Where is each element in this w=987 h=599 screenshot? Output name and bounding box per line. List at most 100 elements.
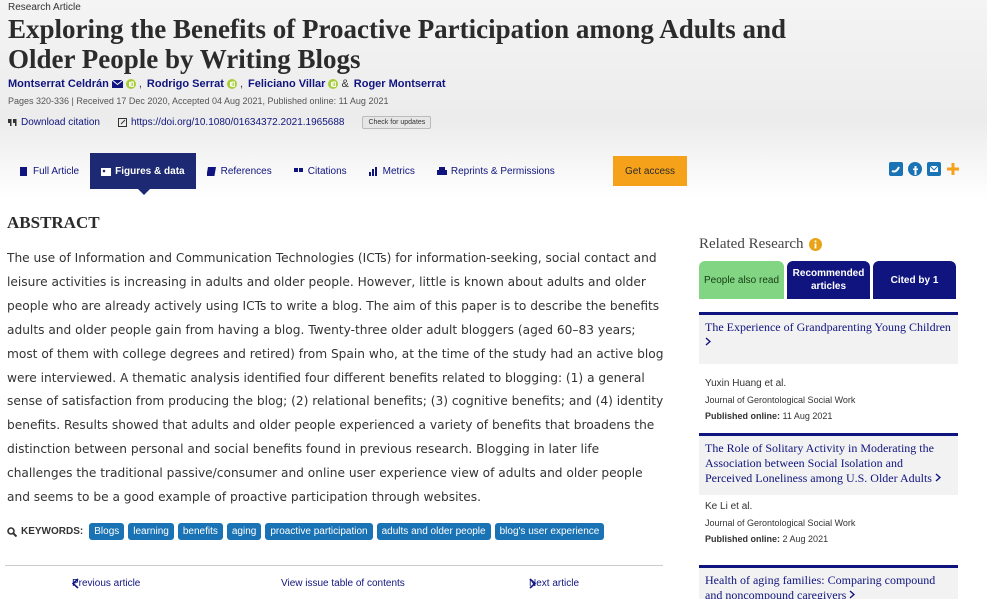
author-separator: , xyxy=(138,78,142,90)
author-name[interactable]: Montserrat Celdrán xyxy=(8,78,109,90)
related-tab[interactable]: People also read xyxy=(699,261,784,299)
keyword[interactable]: blog's user experience xyxy=(494,523,605,540)
related-published: Published online: 2 Aug 2021 xyxy=(705,531,952,547)
related-item: The Role of Solitary Activity in Moderat… xyxy=(699,433,958,551)
quote-icon xyxy=(8,118,17,126)
author-separator: , xyxy=(239,78,243,90)
related-tab[interactable]: Recommended articles xyxy=(787,261,870,299)
previous-link[interactable]: Previous article xyxy=(72,578,140,589)
related-authors: Ke Li et al. xyxy=(705,501,753,512)
keyword[interactable]: learning xyxy=(128,523,174,540)
download-citation[interactable]: Download citation xyxy=(8,117,100,128)
keyword[interactable]: Blogs xyxy=(89,523,125,540)
tool-row: Download citation https://doi.org/10.108… xyxy=(8,116,432,129)
tab-label: Citations xyxy=(307,165,347,177)
author-list: Montserrat Celdrán, Rodrigo Serrat, Felici… xyxy=(8,78,445,90)
related-title-text: The Role of Solitary Activity in Moderat… xyxy=(705,441,934,485)
tab-icon xyxy=(20,166,27,176)
get-access-button[interactable]: Get access xyxy=(613,156,687,186)
related-title-text: The Experience of Grandparenting Young C… xyxy=(705,320,951,334)
article-type: Research Article xyxy=(8,2,81,13)
issue-link[interactable]: View issue table of contents xyxy=(281,578,405,589)
tab-label: Reprints & Permissions xyxy=(450,165,555,177)
tab-icon xyxy=(206,166,216,176)
share-icons xyxy=(889,162,960,176)
related-title[interactable]: The Experience of Grandparenting Young C… xyxy=(705,320,952,364)
keyword[interactable]: benefits xyxy=(177,523,223,540)
download-citation-text: Download citation xyxy=(21,117,100,128)
related-item: The Experience of Grandparenting Young C… xyxy=(699,312,958,428)
tab[interactable]: Full Article xyxy=(8,153,90,189)
facebook-icon[interactable] xyxy=(908,162,922,176)
tab[interactable]: Citations xyxy=(283,153,358,189)
check-updates[interactable]: Check for updates xyxy=(362,116,432,129)
related-journal: Journal of Gerontological Social Work xyxy=(705,395,856,405)
info-icon[interactable] xyxy=(808,238,822,251)
tab-label: Full Article xyxy=(33,165,80,177)
doi-text: https://doi.org/10.1080/01634372.2021.19… xyxy=(130,117,345,128)
abstract-heading: ABSTRACT xyxy=(7,213,100,232)
tab[interactable]: Metrics xyxy=(358,153,426,189)
related-item: Health of aging families: Comparing comp… xyxy=(699,565,958,599)
orcid-icon[interactable] xyxy=(328,79,339,89)
published-date: 2 Aug 2021 xyxy=(782,534,829,544)
keywords-label: KEYWORDS: xyxy=(21,526,84,537)
author-name[interactable]: Feliciano Villar xyxy=(248,78,326,90)
more-share-icon[interactable] xyxy=(946,162,960,176)
article-title: Exploring the Benefits of Proactive Part… xyxy=(8,14,787,74)
chevron-right xyxy=(529,578,536,589)
previous-text: Previous article xyxy=(72,578,141,589)
related-heading-text: Related Research xyxy=(699,236,804,252)
related-heading: Related Research xyxy=(699,236,822,253)
chevron-right xyxy=(849,590,856,599)
tab-pointer xyxy=(138,189,151,195)
twitter-icon[interactable] xyxy=(889,162,903,176)
keyword[interactable]: adults and older people xyxy=(376,523,491,540)
next-text: Next article xyxy=(529,578,580,589)
tab-icon xyxy=(368,166,377,176)
link-icon xyxy=(117,118,127,127)
tab-label: Metrics xyxy=(382,165,415,177)
author-name[interactable]: Roger Montserrat xyxy=(353,78,446,90)
tab-label: References xyxy=(220,165,272,177)
article-meta: Pages 320-336 | Received 17 Dec 2020, Ac… xyxy=(8,96,389,106)
related-title[interactable]: Health of aging families: Comparing comp… xyxy=(705,573,952,599)
keyword[interactable]: aging xyxy=(226,523,262,540)
author-name[interactable]: Rodrigo Serrat xyxy=(146,78,224,90)
related-tabs: People also read Recommended articles Cite… xyxy=(699,261,956,299)
tab-icon xyxy=(101,167,112,176)
orcid-icon[interactable] xyxy=(226,79,237,89)
mail-icon[interactable] xyxy=(111,80,123,88)
chevron-left xyxy=(72,578,79,589)
search-icon xyxy=(7,526,17,537)
published-label: Published online: xyxy=(705,534,781,544)
keyword[interactable]: proactive participation xyxy=(265,523,373,540)
tab-bar: Full Article Figures & data References Cita… xyxy=(8,153,566,195)
tab-label: Figures & data xyxy=(115,165,185,177)
published-label: Published online: xyxy=(705,411,781,421)
related-tab[interactable]: Cited by 1 xyxy=(873,261,956,299)
doi-link[interactable]: https://doi.org/10.1080/01634372.2021.19… xyxy=(117,117,345,128)
email-icon[interactable] xyxy=(927,162,941,176)
keyword-row: KEYWORDS: Blogs learning benefits aging proa… xyxy=(7,523,605,540)
divider xyxy=(5,565,663,566)
abstract-text: The use of Information and Communication… xyxy=(7,251,664,505)
tab[interactable]: References xyxy=(196,153,283,189)
published-date: 11 Aug 2021 xyxy=(782,411,833,421)
tab-icon xyxy=(436,166,447,175)
related-published: Published online: 11 Aug 2021 xyxy=(705,408,952,424)
tab[interactable]: Figures & data xyxy=(90,153,196,195)
related-journal: Journal of Gerontological Social Work xyxy=(705,518,856,528)
author-separator: & xyxy=(341,78,349,90)
related-title-text: Health of aging families: Comparing comp… xyxy=(705,573,936,599)
next-link[interactable]: Next article xyxy=(529,578,579,589)
related-title[interactable]: The Role of Solitary Activity in Moderat… xyxy=(705,441,952,486)
tab-icon xyxy=(293,167,303,172)
chevron-right xyxy=(935,473,942,482)
related-body: Ke Li et al. Journal of Gerontological So… xyxy=(699,495,958,551)
tab[interactable]: Reprints & Permissions xyxy=(426,153,566,189)
chevron-right xyxy=(705,337,712,346)
related-body: Yuxin Huang et al. Journal of Gerontologi… xyxy=(699,364,958,428)
orcid-icon[interactable] xyxy=(125,79,136,89)
